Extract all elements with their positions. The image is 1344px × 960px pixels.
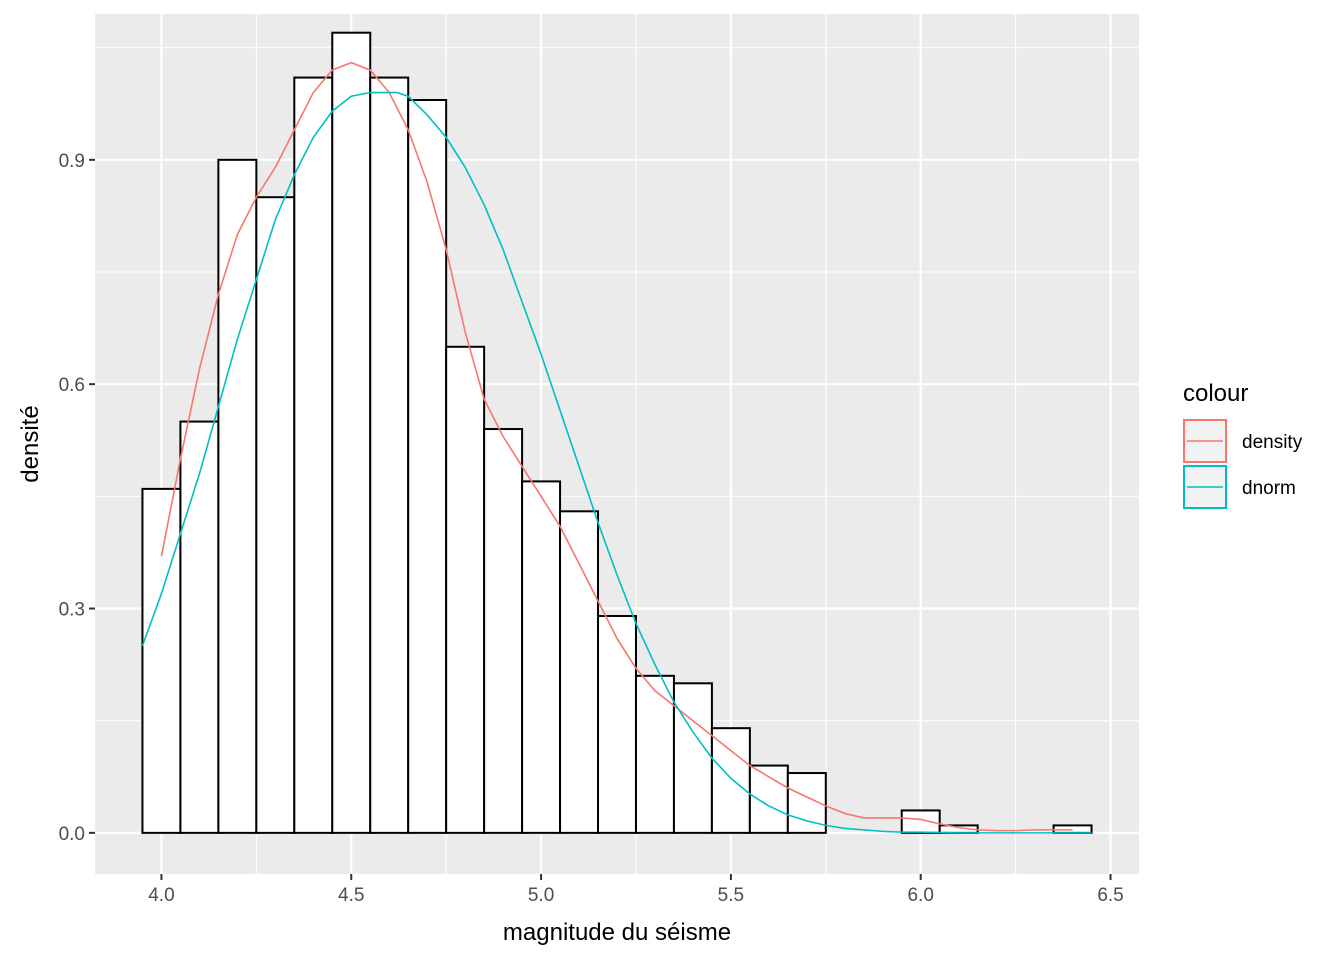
x-tick-label: 5.0 [528,885,554,906]
histogram-bar [597,615,637,834]
x-tick-label: 5.5 [718,885,744,906]
histogram-bar [634,674,675,834]
x-tick-label: 4.5 [338,885,364,906]
y-tick-label: 0.0 [59,824,85,845]
x-tick-label: 6.5 [1097,885,1123,906]
histogram-bar [521,480,562,834]
curve-density [160,61,1073,832]
x-axis-title: magnitude du séisme [503,919,731,946]
curve-layer [141,61,1092,834]
histogram-bar [293,76,334,834]
x-tick-label: 4.0 [148,885,174,906]
histogram-bar [559,510,600,834]
histogram-bar [331,31,372,834]
histogram-bar [407,99,448,834]
histogram-bar [672,682,713,834]
legend-label-dnorm: dnorm [1242,478,1296,499]
y-tick-label: 0.9 [59,151,85,172]
y-axis-ticks: 0.0 0.3 0.6 0.9 [59,151,95,845]
legend: colour density dnorm [1183,380,1303,509]
x-axis-ticks: 4.0 4.5 5.0 5.5 6.0 6.5 [148,874,1124,906]
histogram-bars [141,31,1093,834]
y-tick-label: 0.3 [59,600,85,621]
histogram-bar [255,196,296,834]
curve-dnorm [141,91,1092,834]
histogram-bar [900,809,941,834]
y-axis-title: densité [17,405,44,482]
x-tick-label: 6.0 [907,885,933,906]
histogram-bar [445,345,486,834]
histogram-bar [369,76,410,834]
y-tick-label: 0.6 [59,375,85,396]
legend-label-density: density [1242,432,1303,453]
histogram-bar [217,158,258,834]
histogram-bar [748,764,789,834]
histogram-bar [179,420,220,834]
histogram-bar [141,487,182,834]
histogram-bar [710,727,751,834]
histogram-bar [483,428,524,834]
legend-title: colour [1183,380,1248,407]
